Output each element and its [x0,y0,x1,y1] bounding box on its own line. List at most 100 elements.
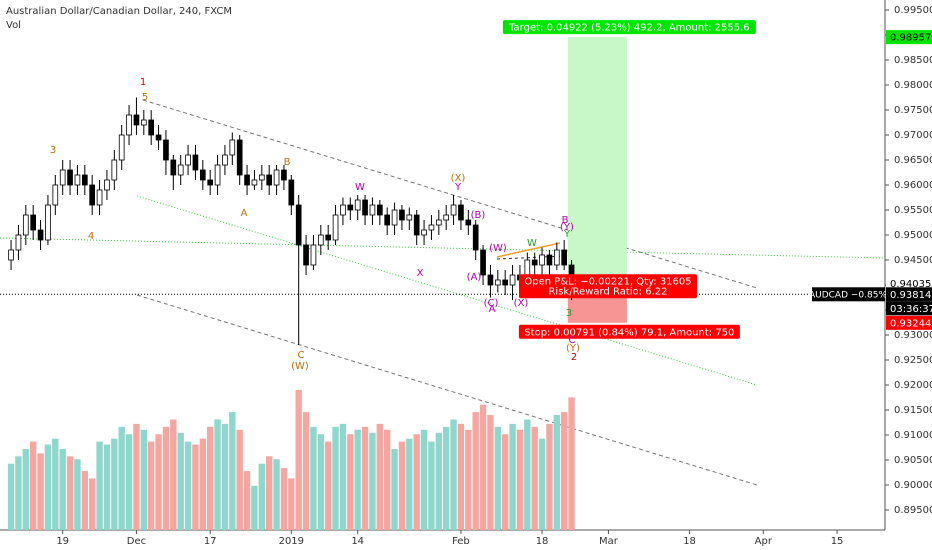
candle-body [30,214,37,231]
y-tick-label: 0.90000 [894,480,932,491]
drawings [0,99,886,486]
wave-label: 3 [50,145,56,156]
volume-bar [376,423,383,530]
candle-body [354,199,361,211]
trend-line [136,195,758,386]
candle-body [266,174,273,186]
candle-body [214,164,221,186]
candle-body [140,119,147,126]
candle-body [207,179,214,186]
volume-bar [177,432,184,530]
y-tick-label: 0.89500 [894,505,932,516]
volume-bar [236,429,243,530]
volume-bar [89,478,96,530]
pnl-label: Open P&L: −0.00221, Qty: 31605 [524,276,691,287]
volume-bar [561,412,568,530]
volume-bar [524,419,531,530]
chart-title: Australian Dollar/Canadian Dollar, 240, … [6,6,232,17]
countdown: 03:36:37 [890,304,932,315]
candle-body [539,254,545,266]
wave-label: W [355,182,365,193]
last-price: 0.93814 [890,290,931,301]
candle-body [421,229,427,236]
candle-body [15,234,22,251]
wave-label: 5 [142,92,148,103]
stop-price: 0.93244 [890,318,931,329]
y-tick-label: 0.97500 [894,105,932,116]
y-tick-label: 0.92500 [894,355,932,366]
volume-bar [361,426,369,530]
volume-bar [266,456,273,530]
wave-label: (Y) [560,222,574,233]
volume-bar [37,453,44,530]
y-tick-label: 0.98000 [894,80,932,91]
volume-bar [384,429,391,530]
candle-body [487,274,494,286]
wave-label: (X) [514,298,529,309]
y-tick-label: 0.92000 [894,380,932,391]
candle-body [22,214,29,236]
stop-label-box [518,324,740,339]
wave-label: (B) [471,210,486,221]
candle-body [96,189,103,206]
entry-price: 0.94035 [890,279,931,290]
volume-bar [273,459,280,530]
x-tick-label: Feb [452,536,470,547]
wave-label: (W) [489,243,507,254]
volume-bar [546,423,553,530]
y-tick-label: 0.96000 [894,180,932,191]
volume-bar [155,434,162,530]
volume-bar [52,438,59,530]
y-tick-label: 0.91000 [894,430,932,441]
y-tick-label: 0.93000 [894,330,932,341]
candle-body [281,169,287,181]
y-tick-label: 0.90500 [894,455,932,466]
volume-bar [59,448,66,530]
candle-body [251,179,258,186]
candle-body [531,259,538,266]
entry-price-box [886,276,932,291]
wave-label: A [241,208,248,219]
y-tick-label: 0.95000 [894,230,932,241]
candle-body [362,199,368,216]
volume-bar [103,444,111,530]
candle-body [435,219,442,226]
candle-body [37,229,44,241]
candle-body [199,169,206,181]
profit-zone [567,37,627,284]
x-tick-label: 2019 [279,536,304,547]
x-tick-label: 19 [56,536,69,547]
target-price-box [886,30,932,45]
candle-body [59,169,66,186]
candle-body [340,204,346,216]
volume-bar [502,434,509,530]
volume-bar [435,432,442,530]
candle-body [303,244,309,266]
candle-body [472,224,479,251]
candle-body [494,279,501,286]
candles [8,97,575,345]
volume-bar [369,432,376,530]
candle-body [177,164,184,176]
candle-body [236,139,243,176]
volume-bar [66,456,74,530]
candle-body [450,204,457,216]
y-tick-label: 0.95500 [894,205,932,216]
candle-body [163,139,169,161]
wave-label: (X) [451,173,466,184]
volume-bar [111,438,118,530]
candle-body [104,179,110,191]
candle-body [443,214,450,221]
volume-bar [347,434,354,530]
volume-bar [148,441,155,530]
candle-body [126,114,132,136]
candle-body [133,114,140,126]
candle-body [45,204,51,241]
candle-body [325,234,332,241]
pnl-label: Risk/Reward Ratio: 6.22 [548,286,667,297]
volume-bar [251,485,258,530]
candle-body [185,154,191,166]
channel-line [136,294,758,486]
volume-bar [479,404,487,530]
candle-body [170,159,177,176]
